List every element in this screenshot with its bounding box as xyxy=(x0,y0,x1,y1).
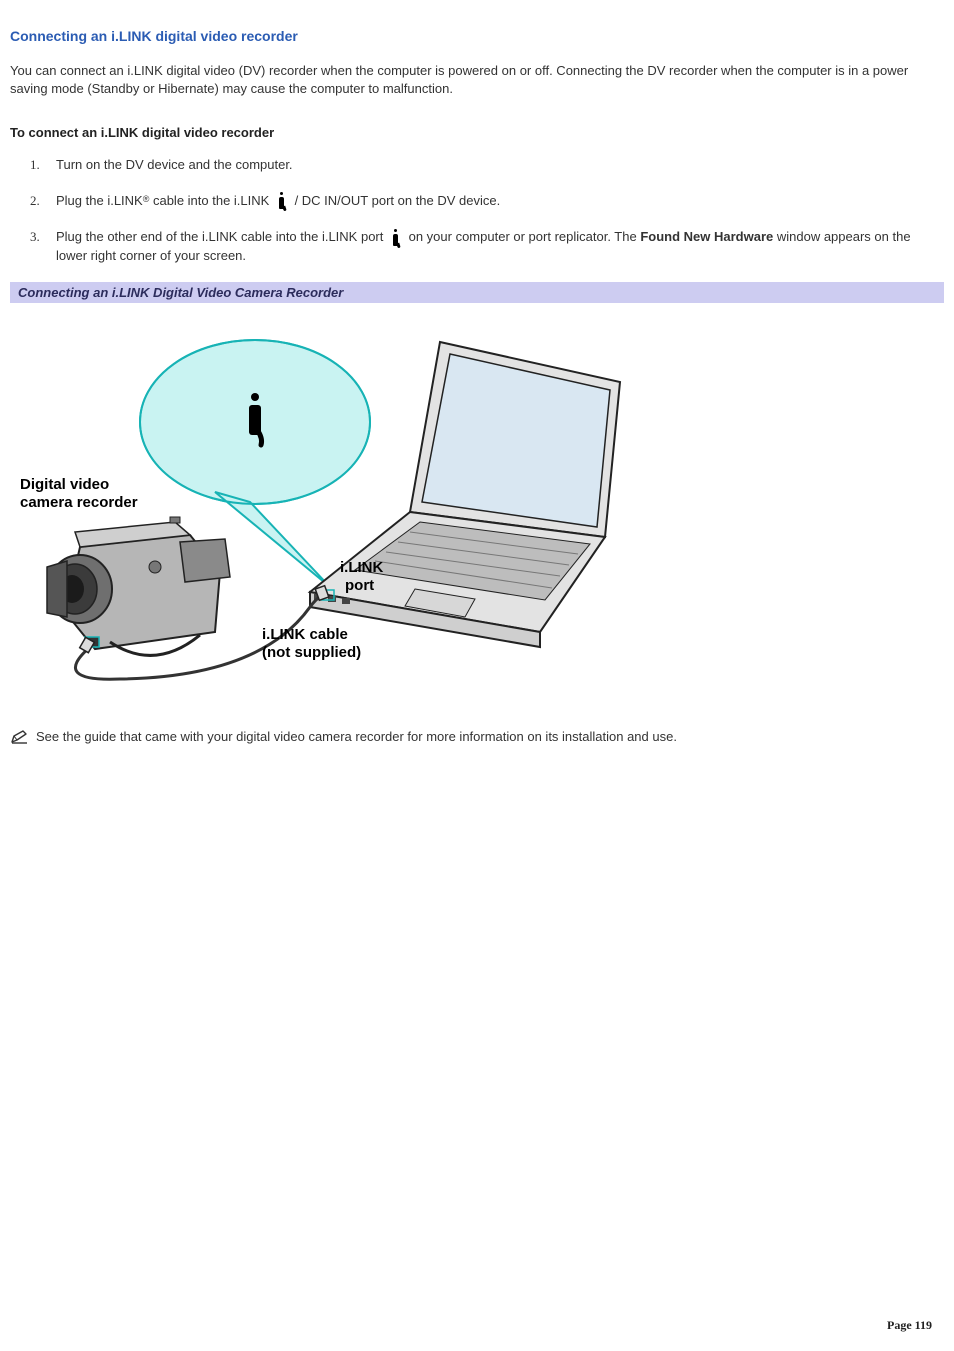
step-2: 2. Plug the i.LINK® cable into the i.LIN… xyxy=(30,192,944,211)
figure-caption: Connecting an i.LINK Digital Video Camer… xyxy=(10,282,944,303)
note-pencil-icon xyxy=(10,729,30,750)
step-3-text-mid: on your computer or port replicator. The xyxy=(409,229,641,244)
figure-illustration: Digital video camera recorder i.LINK por… xyxy=(10,303,944,700)
page-number: Page 119 xyxy=(887,1318,932,1333)
step-1-number: 1. xyxy=(30,156,40,174)
step-2-number: 2. xyxy=(30,192,40,210)
intro-paragraph: You can connect an i.LINK digital video … xyxy=(10,62,944,97)
found-new-hardware-label: Found New Hardware xyxy=(640,229,773,244)
steps-list: 1. Turn on the DV device and the compute… xyxy=(10,156,944,264)
label-cable-line2: (not supplied) xyxy=(262,644,361,661)
step-3-text-pre: Plug the other end of the i.LINK cable i… xyxy=(56,229,387,244)
step-1-text: Turn on the DV device and the computer. xyxy=(56,157,293,172)
note-row: See the guide that came with your digita… xyxy=(10,728,944,750)
step-2-text-post: / DC IN/OUT port on the DV device. xyxy=(295,193,501,208)
procedure-heading: To connect an i.LINK digital video recor… xyxy=(10,125,944,140)
label-cable-line1: i.LINK cable xyxy=(262,626,348,643)
step-2-text-mid: cable into the i.LINK xyxy=(149,193,273,208)
ilink-icon xyxy=(389,229,403,247)
page-title: Connecting an i.LINK digital video recor… xyxy=(10,28,944,44)
diagram-svg: Digital video camera recorder i.LINK por… xyxy=(10,307,640,687)
step-3: 3. Plug the other end of the i.LINK cabl… xyxy=(30,228,944,264)
step-3-number: 3. xyxy=(30,228,40,246)
step-2-text-pre: Plug the i.LINK xyxy=(56,193,143,208)
label-camera-line2: camera recorder xyxy=(20,494,138,511)
step-1: 1. Turn on the DV device and the compute… xyxy=(30,156,944,174)
ilink-icon xyxy=(275,192,289,210)
label-port-line2: port xyxy=(345,577,374,594)
label-port-line1: i.LINK xyxy=(340,559,383,576)
note-text: See the guide that came with your digita… xyxy=(36,728,677,746)
camcorder-icon xyxy=(47,517,230,655)
label-camera-line1: Digital video xyxy=(20,476,109,493)
